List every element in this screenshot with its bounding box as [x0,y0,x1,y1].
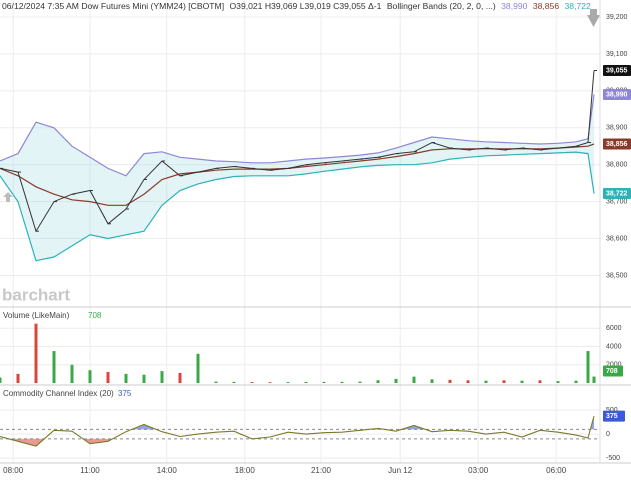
price-badge [603,187,631,199]
volume-bar [52,351,56,383]
volume-bar [16,373,20,383]
volume-badge [603,365,623,377]
y-tick-label: 39,200 [606,14,628,21]
volume-bar [34,323,38,383]
volume-bar [286,382,290,383]
price-badge-label: 38,990 [606,91,628,98]
price-badge-label: 39,055 [606,67,628,74]
x-tick-label: 11:00 [80,466,100,475]
volume-bar [70,364,74,383]
volume-bar [430,379,434,383]
volume-bar [178,372,182,383]
y-tick-label: 6000 [606,325,622,332]
volume-bar [466,380,470,383]
volume-bar [124,373,128,383]
volume-bar [394,378,398,383]
cci-title: Commodity Channel Index (20) [3,389,114,398]
band-fill [0,94,594,261]
y-tick-label: 39,100 [606,51,628,58]
volume-bar [322,381,326,383]
y-tick-label: 38,800 [606,162,628,169]
y-tick-label: 4000 [606,343,622,350]
ohlc: O39,021 H39,069 L39,019 C39,055 Δ-1 [229,1,382,11]
volume-value: 708 [88,311,102,320]
study-name: Bollinger Bands (20, 2, 0, ...) [386,1,496,11]
volume-bar [586,351,590,383]
x-tick-label: 06:00 [546,466,567,475]
middle-value: 38,856 [532,1,560,11]
band-line [0,151,595,262]
upper-value: 38,990 [501,1,528,11]
y-tick-label: 38,500 [606,272,628,279]
volume-bar [448,379,452,383]
volume-bar [268,382,272,383]
price-badge [603,89,631,101]
volume-bar [538,380,542,383]
y-tick-label: 38,700 [606,198,628,205]
x-tick-label: 18:00 [235,466,256,475]
x-tick-label: 03:00 [468,466,489,475]
x-tick-label: 14:00 [157,466,178,475]
volume-bar [160,371,164,383]
cci-value: 375 [118,389,132,398]
volume-title: Volume (LikeMain) [3,311,70,320]
x-tick-label: 21:00 [311,466,332,475]
cci-low-fill [9,438,113,447]
volume-bar [556,381,560,383]
band-line [0,94,595,177]
volume-bar [142,374,146,383]
price-badge-label: 38,722 [606,190,628,197]
volume-bar [484,380,488,383]
y-tick-label: 38,600 [606,235,628,242]
lower-value: 38,722 [564,1,591,11]
volume-bar [232,381,236,383]
price-badge-label: 38,856 [606,141,628,148]
x-tick-label: Jun 12 [388,466,413,475]
y-tick-label: 38,900 [606,125,628,132]
volume-bar [502,380,506,383]
volume-bar [574,380,578,383]
y-tick-label: 0 [606,431,610,438]
volume-bar [88,370,92,383]
volume-bar [358,381,362,383]
volume-bar [106,372,110,383]
price-badge [603,65,631,77]
volume-bar [376,380,380,383]
volume-bar [250,382,254,383]
y-tick-label: 500 [606,407,618,414]
volume-bar [0,377,2,383]
cci-badge-label: 375 [606,413,618,420]
volume-bar [520,380,524,383]
y-tick-label: 2000 [606,362,622,369]
cci-badge [603,410,625,422]
volume-bar [196,353,200,383]
arrow-icon [3,192,13,202]
header: 06/12/2024 7:35 AM Dow Futures Mini (YMM… [2,0,594,12]
volume-bar [412,376,416,383]
arrow-icon [587,9,600,27]
symbol-title: 06/12/2024 7:35 AM Dow Futures Mini (YMM… [2,1,225,11]
x-tick-label: 08:00 [3,466,24,475]
volume-bar [592,376,596,383]
price-badge [603,138,631,150]
volume-badge-label: 708 [606,368,618,375]
cci-line [0,415,595,447]
volume-bar [340,381,344,383]
watermark: barchart [2,285,70,304]
volume-bar [214,381,218,383]
volume-bar [304,381,308,383]
y-tick-label: -500 [606,455,620,462]
